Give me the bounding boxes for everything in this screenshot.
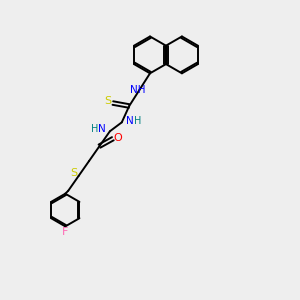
Text: S: S (70, 168, 77, 178)
Text: F: F (62, 227, 68, 237)
Text: N: N (98, 124, 105, 134)
Text: H: H (134, 116, 141, 126)
Text: O: O (114, 133, 123, 143)
Text: H: H (91, 124, 98, 134)
Text: NH: NH (130, 85, 146, 95)
Text: N: N (126, 116, 134, 126)
Text: S: S (104, 96, 111, 106)
